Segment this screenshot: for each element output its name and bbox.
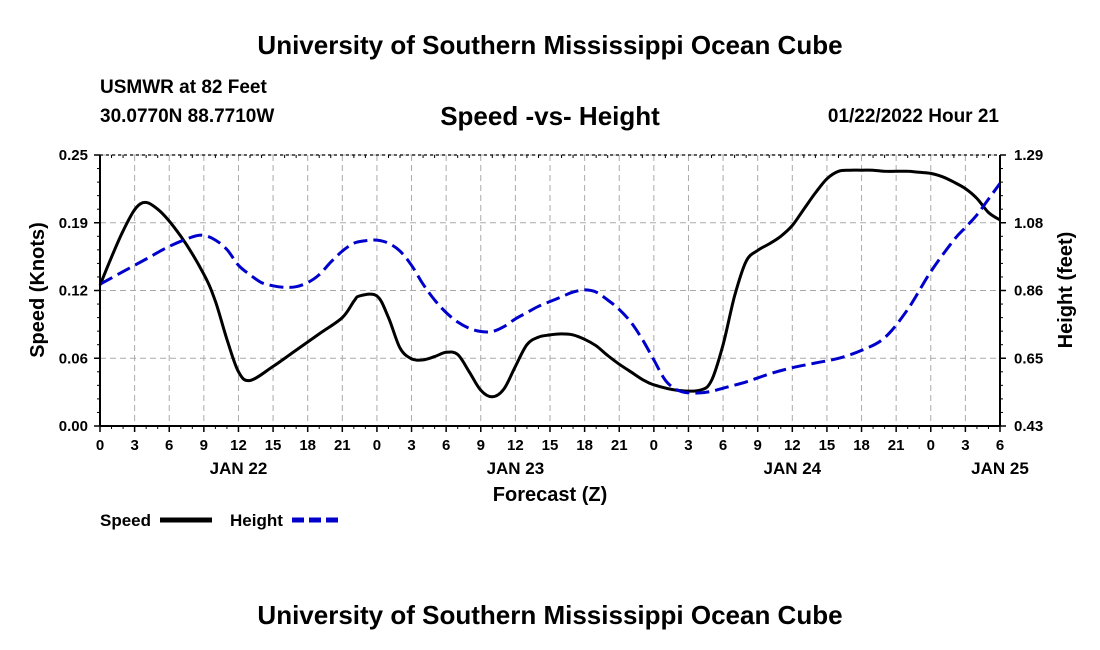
x-tick-label: 6 (719, 437, 727, 454)
x-tick-label: 3 (684, 437, 692, 454)
x-axis-title: Forecast (Z) (493, 484, 607, 506)
y-left-tick-label: 0.12 (59, 283, 88, 300)
x-tick-label: 3 (961, 437, 969, 454)
x-tick-label: 12 (784, 437, 801, 454)
x-tick-label: 3 (130, 437, 138, 454)
y-left-tick-label: 0.25 (59, 147, 88, 164)
series-layer (98, 168, 1002, 399)
y-axis-left-title: Speed (Knots) (27, 222, 49, 358)
date-label: JAN 22 (210, 459, 268, 478)
y-right-tick-label: 0.86 (1014, 283, 1043, 300)
x-tick-label: 9 (200, 437, 208, 454)
chart-title: University of Southern Mississippi Ocean… (257, 30, 843, 60)
x-tick-label: 12 (230, 437, 247, 454)
y-right-tick-label: 1.29 (1014, 147, 1043, 164)
date-label: JAN 23 (487, 459, 545, 478)
x-tick-label: 3 (407, 437, 415, 454)
x-tick-label: 15 (265, 437, 282, 454)
x-tick-label: 0 (650, 437, 658, 454)
x-tick-label: 0 (96, 437, 104, 454)
date-label: JAN 25 (971, 459, 1029, 478)
date-label: JAN 24 (763, 459, 821, 478)
x-tick-label: 21 (334, 437, 351, 454)
x-tick-label: 12 (507, 437, 524, 454)
grid (99, 154, 1001, 427)
x-tick-label: 15 (819, 437, 836, 454)
x-tick-label: 21 (888, 437, 905, 454)
x-tick-label: 18 (853, 437, 870, 454)
x-tick-label: 9 (477, 437, 485, 454)
footer-title: University of Southern Mississippi Ocean… (257, 600, 843, 630)
y-left-tick-label: 0.06 (59, 350, 88, 367)
y-right-tick-label: 0.65 (1014, 350, 1043, 367)
y-axis-right-title: Height (feet) (1055, 232, 1077, 349)
axes (94, 154, 1006, 432)
y-left-tick-label: 0.00 (59, 418, 88, 435)
timestamp-label: 01/22/2022 Hour 21 (827, 106, 999, 127)
y-right-tick-label: 0.43 (1014, 418, 1043, 435)
x-tick-label: 0 (927, 437, 935, 454)
chart-subtitle: Speed -vs- Height (440, 101, 660, 131)
x-tick-label: 15 (542, 437, 559, 454)
x-tick-label: 6 (996, 437, 1004, 454)
x-tick-label: 9 (754, 437, 762, 454)
x-tick-label: 6 (442, 437, 450, 454)
y-right-tick-label: 1.08 (1014, 215, 1043, 232)
station-label: USMWR at 82 Feet (100, 77, 267, 98)
x-tick-label: 18 (576, 437, 593, 454)
y-left-tick-label: 0.19 (59, 215, 88, 232)
x-tick-label: 0 (373, 437, 381, 454)
legend-height-label: Height (230, 511, 283, 530)
series-line-speed (98, 168, 1001, 399)
coordinates-label: 30.0770N 88.7710W (100, 106, 275, 127)
x-tick-label: 18 (299, 437, 316, 454)
x-tick-label: 21 (611, 437, 628, 454)
series-line-height (99, 182, 1002, 395)
x-tick-label: 6 (165, 437, 173, 454)
legend-speed-label: Speed (100, 511, 151, 530)
axis-labels: Forecast (Z) Speed (Knots) Height (feet)… (27, 147, 1077, 506)
legend: Speed Height (100, 511, 342, 530)
